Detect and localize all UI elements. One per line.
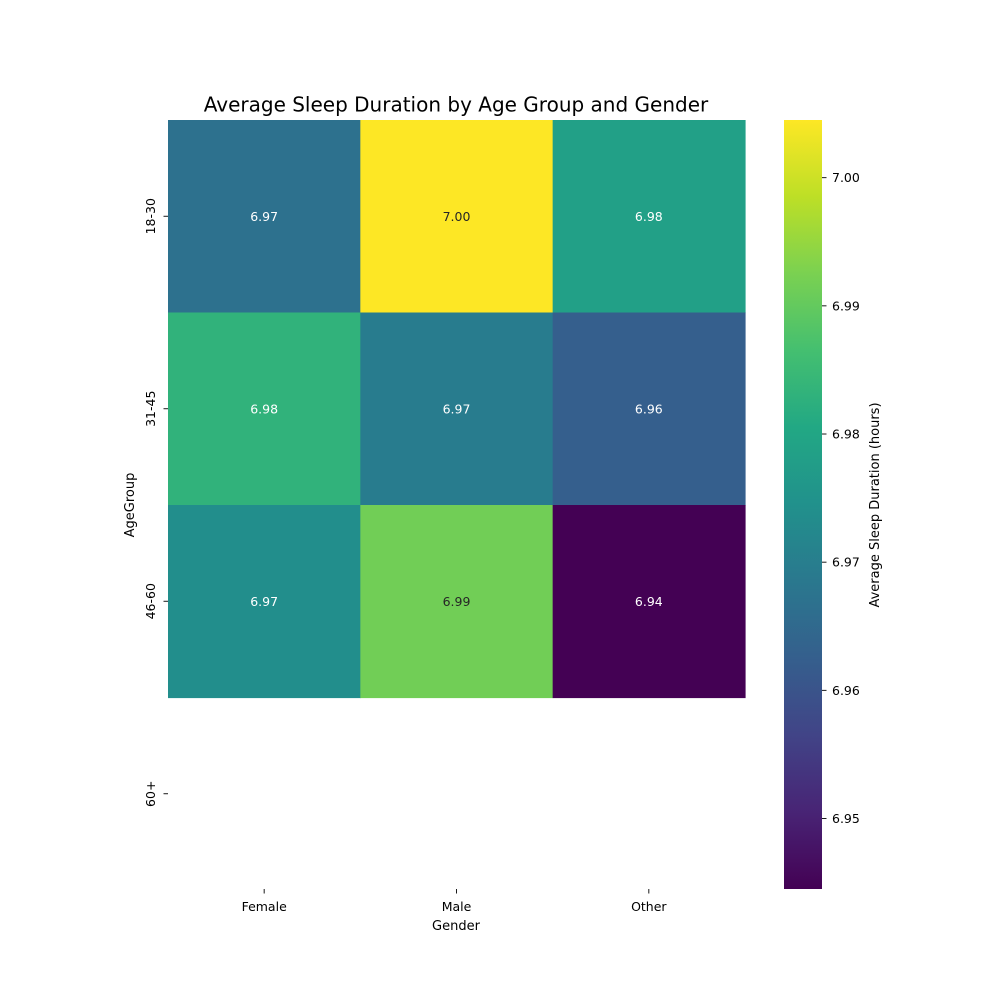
heatmap-cell <box>360 505 554 699</box>
heatmap-cell <box>168 505 361 699</box>
heatmap-cell <box>360 120 554 314</box>
heatmap-cell <box>552 312 746 506</box>
x-tick-label: Male <box>442 899 472 914</box>
x-axis-label: Gender <box>432 919 481 934</box>
chart-title: Average Sleep Duration by Age Group and … <box>204 93 709 117</box>
y-axis-ticks: 18-30 31-45 46-60 60+ <box>143 198 168 807</box>
heatmap-cell <box>552 505 746 699</box>
cell-value-label: 7.00 <box>443 209 471 224</box>
x-tick-label: Female <box>242 899 288 914</box>
colorbar-tick-label: 6.96 <box>832 683 860 698</box>
colorbar-gradient <box>784 120 822 889</box>
colorbar-tick-label: 6.95 <box>832 811 860 826</box>
cell-value-label: 6.97 <box>250 209 278 224</box>
colorbar-tick-label: 6.98 <box>832 427 860 442</box>
x-axis-ticks: Female Male Other <box>242 889 667 914</box>
x-tick-label: Other <box>631 899 667 914</box>
colorbar-tick-label: 6.97 <box>832 555 860 570</box>
cell-value-label: 6.94 <box>635 594 663 609</box>
y-axis-label: AgeGroup <box>123 473 138 538</box>
cell-value-label: 6.97 <box>443 401 471 416</box>
y-tick-label: 18-30 <box>143 198 158 234</box>
colorbar: 6.95 6.96 6.97 6.98 6.99 7.00 <box>784 120 860 889</box>
colorbar-tick-label: 7.00 <box>832 170 860 185</box>
heatmap-cell <box>168 120 361 314</box>
heatmap-cell <box>360 312 554 506</box>
cell-value-label: 6.98 <box>635 209 663 224</box>
cell-value-label: 6.99 <box>443 594 471 609</box>
colorbar-label: Average Sleep Duration (hours) <box>868 402 883 607</box>
cell-value-label: 6.98 <box>250 401 278 416</box>
y-tick-label: 46-60 <box>143 583 158 619</box>
y-tick-label: 31-45 <box>143 391 158 427</box>
cell-value-label: 6.97 <box>250 594 278 609</box>
heatmap-cell <box>552 120 746 314</box>
y-tick-label: 60+ <box>143 781 158 807</box>
heatmap-cell <box>168 312 361 506</box>
heatmap-cells: 6.97 7.00 6.98 6.98 6.97 6.96 6.97 6.99 6.94 <box>168 120 746 699</box>
colorbar-tick-label: 6.99 <box>832 298 860 313</box>
cell-value-label: 6.96 <box>635 401 663 416</box>
